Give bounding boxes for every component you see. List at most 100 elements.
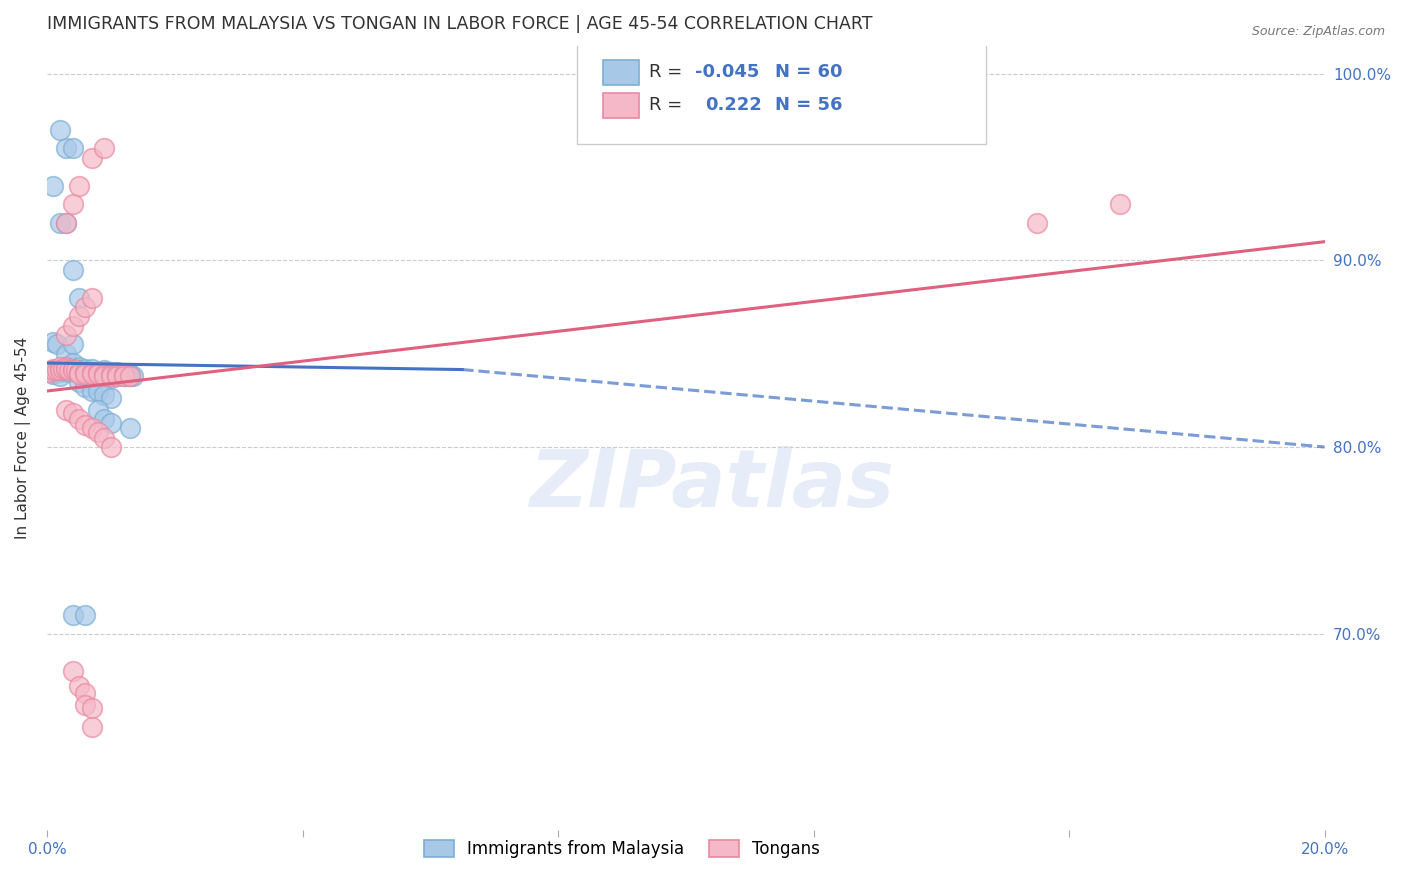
Point [80,361,103,376]
Point [52,361,75,376]
Point [87,368,110,382]
Point [75,417,97,432]
Point [80,369,103,384]
Point [97,368,120,382]
Point [75,608,97,623]
Point [100,369,122,384]
Point [87,365,110,379]
Point [67,363,90,377]
Point [48,216,70,230]
Point [100,440,122,454]
Y-axis label: In Labor Force | Age 45-54: In Labor Force | Age 45-54 [15,336,31,539]
Point [62,406,84,420]
Point [100,365,122,379]
Point [42,368,65,382]
Point [80,421,103,435]
Point [58,363,80,377]
Point [55,216,77,230]
FancyBboxPatch shape [603,60,638,85]
Point [67,679,90,693]
Point [62,197,84,211]
Point [75,369,97,384]
FancyBboxPatch shape [578,37,986,144]
Point [48,363,70,377]
Point [67,412,90,426]
Point [118,369,141,384]
Point [90,369,112,384]
Point [45,337,67,351]
Point [42,335,65,350]
Point [75,686,97,700]
Point [77,365,100,379]
Point [87,368,110,382]
Point [45,363,67,377]
Point [67,291,90,305]
Point [62,608,84,623]
Point [1026,216,1049,230]
Point [65,363,87,377]
Point [80,151,103,165]
Point [75,380,97,394]
Text: -0.045: -0.045 [695,62,759,80]
Point [122,369,145,384]
Point [112,369,135,384]
Point [80,365,103,379]
Point [118,368,141,382]
Point [58,365,80,379]
Point [62,356,84,370]
Text: 0.222: 0.222 [704,96,762,114]
Point [75,300,97,314]
Point [93,388,115,402]
Point [62,318,84,333]
Point [93,141,115,155]
Text: N = 60: N = 60 [775,62,842,80]
Text: R =: R = [648,62,688,80]
Point [100,392,122,406]
Text: IMMIGRANTS FROM MALAYSIA VS TONGAN IN LABOR FORCE | AGE 45-54 CORRELATION CHART: IMMIGRANTS FROM MALAYSIA VS TONGAN IN LA… [46,15,873,33]
Point [62,337,84,351]
Point [70,365,93,379]
Point [75,368,97,382]
Point [100,416,122,430]
Point [87,402,110,417]
Point [62,361,84,376]
Point [39,365,62,379]
Point [93,369,115,384]
Point [62,141,84,155]
Point [55,361,77,376]
Point [67,359,90,374]
Point [48,365,70,379]
Point [110,368,132,382]
Point [93,368,115,382]
Point [112,368,135,382]
Text: Source: ZipAtlas.com: Source: ZipAtlas.com [1251,25,1385,38]
Point [118,421,141,435]
Point [87,425,110,439]
Point [112,369,135,384]
Point [55,347,77,361]
Point [42,363,65,377]
Text: N = 56: N = 56 [775,96,842,114]
Text: ZIPatlas: ZIPatlas [529,446,894,524]
Point [62,664,84,678]
FancyBboxPatch shape [603,93,638,118]
Point [87,365,110,379]
Point [103,368,125,382]
Point [55,359,77,374]
Point [55,359,77,374]
Point [48,122,70,136]
Point [39,365,62,379]
Point [93,365,115,379]
Text: R =: R = [648,96,693,114]
Point [115,369,138,384]
Point [87,384,110,398]
Point [80,291,103,305]
Point [48,369,70,384]
Point [62,363,84,377]
Point [105,369,128,384]
Legend: Immigrants from Malaysia, Tongans: Immigrants from Malaysia, Tongans [418,833,827,864]
Point [67,365,90,379]
Point [100,368,122,382]
Point [1109,197,1132,211]
Point [80,720,103,734]
